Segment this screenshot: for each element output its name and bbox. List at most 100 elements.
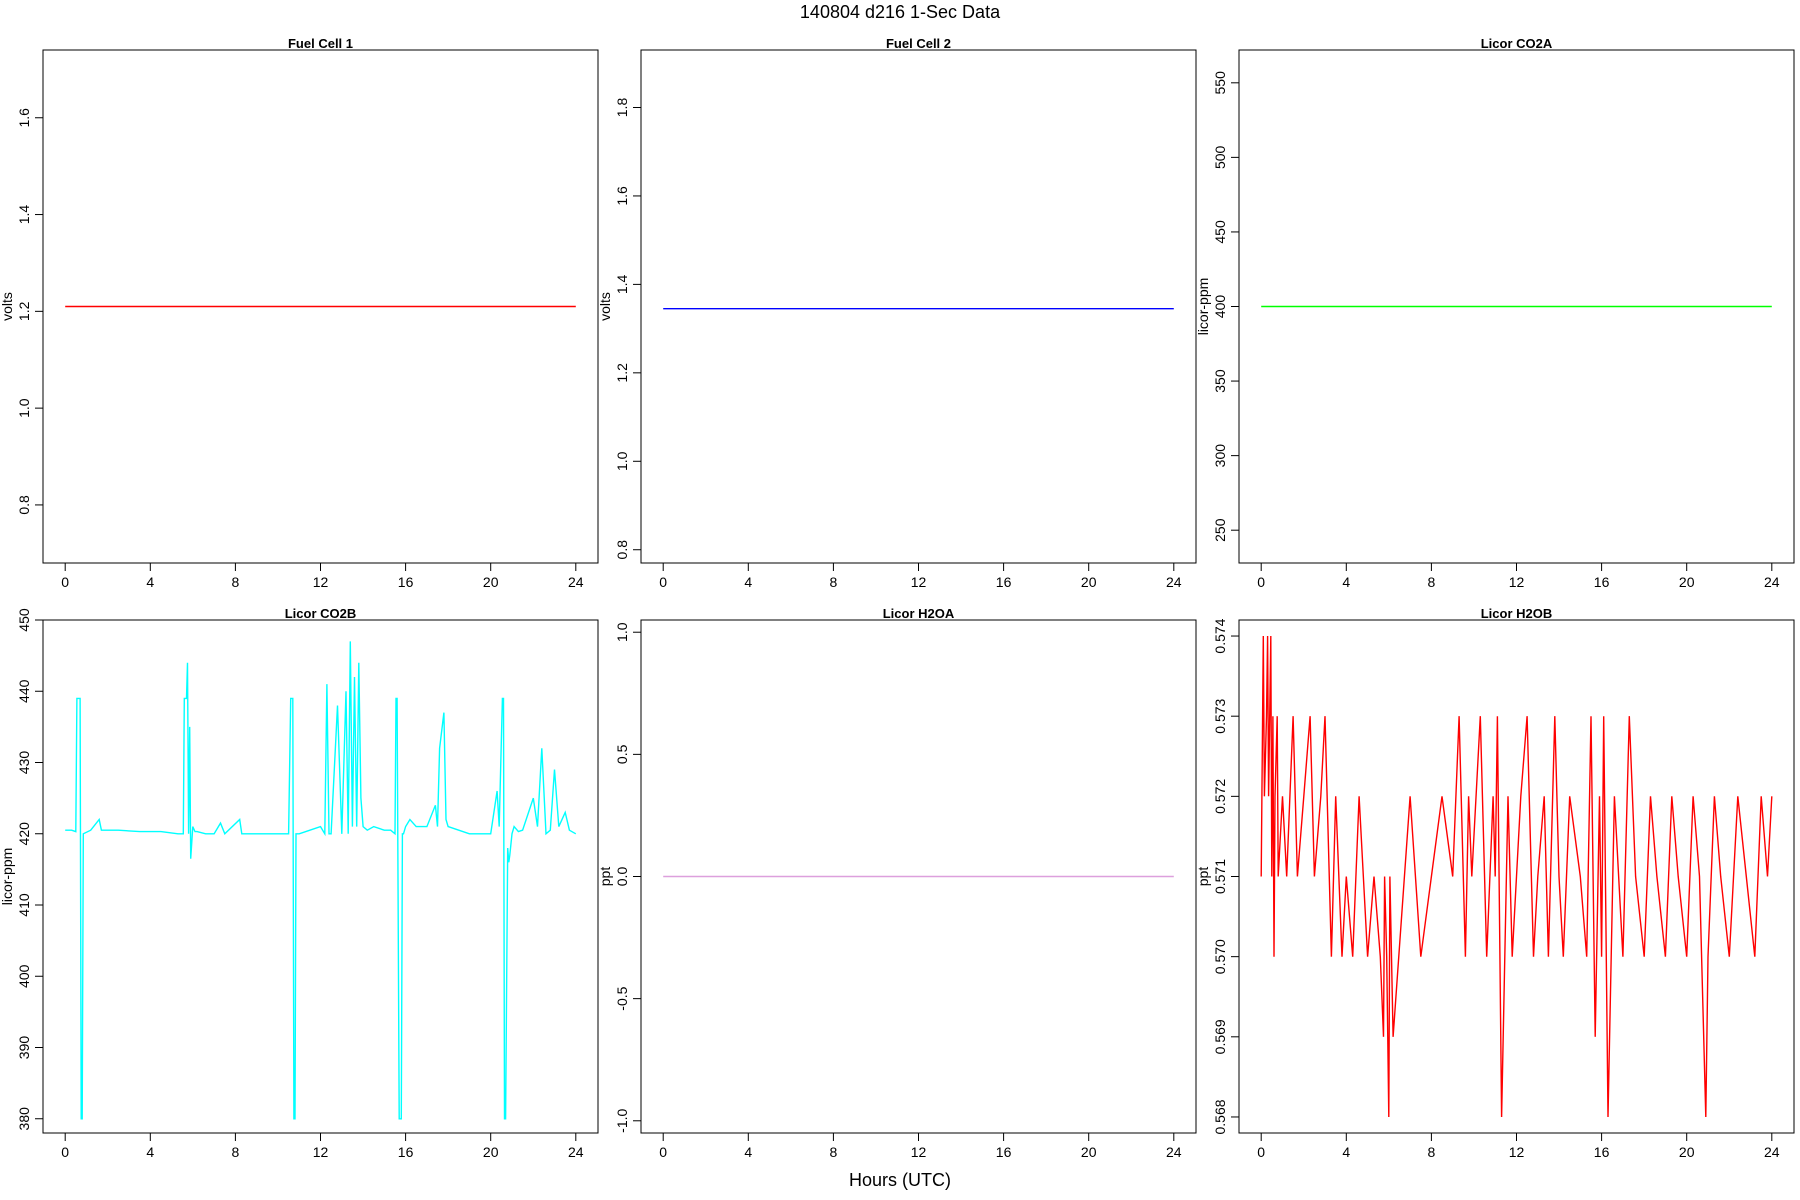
y-tick-label: 0.573 [1212, 698, 1228, 733]
y-tick-label: 0.5 [614, 744, 630, 764]
y-tick-label: 500 [1212, 145, 1228, 169]
x-tick-label: 12 [1509, 574, 1525, 590]
x-tick-label: 24 [1764, 574, 1780, 590]
x-tick-label: 4 [744, 574, 752, 590]
y-tick-label: 0.8 [16, 495, 32, 515]
x-tick-label: 16 [996, 1144, 1012, 1160]
x-tick-label: 8 [232, 574, 240, 590]
panel-title: Licor CO2B [285, 606, 357, 621]
x-tick-label: 12 [911, 1144, 927, 1160]
x-tick-label: 16 [1594, 574, 1610, 590]
y-tick-label: 1.2 [16, 301, 32, 321]
y-tick-label: 0.0 [614, 867, 630, 887]
y-tick-label: 430 [16, 751, 32, 775]
y-tick-label: 390 [16, 1036, 32, 1060]
x-tick-label: 24 [1166, 1144, 1182, 1160]
x-tick-label: 20 [1081, 1144, 1097, 1160]
y-tick-label: 450 [16, 608, 32, 632]
x-tick-label: 4 [146, 1144, 154, 1160]
x-tick-label: 8 [232, 1144, 240, 1160]
y-tick-label: 1.0 [16, 398, 32, 418]
x-tick-label: 24 [1764, 1144, 1780, 1160]
x-tick-label: 8 [1428, 574, 1436, 590]
panel-5: Licor H2OA 0 4 8 12 16 20 24 -1.0 -0.5 0.0 0.5 1.0 pp… [597, 606, 1197, 1160]
series-line [65, 641, 577, 1120]
y-tick-label: 1.6 [614, 186, 630, 206]
y-axis-label: volts [0, 292, 15, 321]
y-tick-label: 440 [16, 679, 32, 703]
panel-2: Fuel Cell 2 0 4 8 12 16 20 24 0.8 1.0 1.2 1.4 1.6 1.8… [597, 36, 1197, 590]
y-axis-label: ppt [1195, 867, 1211, 887]
x-tick-label: 20 [1081, 574, 1097, 590]
y-tick-label: 0.572 [1212, 779, 1228, 814]
panel-3: Licor CO2A 0 4 8 12 16 20 24 250 300 350 400 450 500 5… [1195, 36, 1795, 590]
panel-title: Fuel Cell 2 [886, 36, 951, 51]
x-tick-label: 12 [1509, 1144, 1525, 1160]
x-tick-label: 4 [1342, 574, 1350, 590]
y-tick-label: 1.0 [614, 451, 630, 471]
panel-6: Licor H2OB 0 4 8 12 16 20 24 0.568 0.569 0.570 0.57… [1195, 606, 1795, 1160]
x-tick-label: 24 [1166, 574, 1182, 590]
x-tick-label: 0 [61, 574, 69, 590]
y-axis-label: ppt [597, 867, 613, 887]
x-tick-label: 16 [398, 574, 414, 590]
y-tick-label: 1.4 [614, 274, 630, 294]
y-tick-label: 0.569 [1212, 1019, 1228, 1054]
page-title: 140804 d216 1-Sec Data [799, 2, 1001, 22]
x-tick-label: 12 [313, 574, 329, 590]
y-tick-label: 400 [1212, 295, 1228, 319]
panel-4: Licor CO2B 0 4 8 12 16 20 24 380 390 400 410 420 430 4… [0, 606, 599, 1160]
series-line [1260, 635, 1773, 1118]
x-tick-label: 0 [1257, 1144, 1265, 1160]
y-tick-label: 1.2 [614, 363, 630, 383]
x-tick-label: 20 [1679, 1144, 1695, 1160]
x-tick-label: 0 [659, 574, 667, 590]
y-tick-label: -0.5 [614, 986, 630, 1010]
panel-title: Fuel Cell 1 [288, 36, 353, 51]
y-axis-label: volts [597, 292, 613, 321]
plot-frame [42, 619, 599, 1134]
x-tick-label: 4 [1342, 1144, 1350, 1160]
y-tick-label: 380 [16, 1107, 32, 1131]
x-tick-label: 0 [1257, 574, 1265, 590]
y-tick-label: 350 [1212, 369, 1228, 393]
x-tick-label: 12 [911, 574, 927, 590]
x-tick-label: 20 [483, 1144, 499, 1160]
x-tick-label: 24 [568, 1144, 584, 1160]
y-tick-label: 1.4 [16, 205, 32, 225]
x-tick-label: 20 [483, 574, 499, 590]
y-tick-label: 450 [1212, 220, 1228, 244]
x-axis-label: Hours (UTC) [849, 1170, 951, 1190]
y-tick-label: 0.571 [1212, 859, 1228, 894]
x-tick-label: 8 [830, 1144, 838, 1160]
x-tick-label: 12 [313, 1144, 329, 1160]
y-tick-label: 1.0 [614, 622, 630, 642]
x-tick-label: 0 [659, 1144, 667, 1160]
panel-title: Licor H2OA [883, 606, 955, 621]
x-tick-label: 24 [568, 574, 584, 590]
x-tick-label: 16 [1594, 1144, 1610, 1160]
x-tick-label: 20 [1679, 574, 1695, 590]
x-tick-label: 0 [61, 1144, 69, 1160]
y-tick-label: 1.8 [614, 98, 630, 118]
x-tick-label: 4 [146, 574, 154, 590]
x-tick-label: 16 [996, 574, 1012, 590]
y-tick-label: 400 [16, 964, 32, 988]
plot-frame [640, 49, 1197, 564]
y-tick-label: 420 [16, 822, 32, 846]
y-tick-label: 550 [1212, 71, 1228, 95]
x-tick-label: 4 [744, 1144, 752, 1160]
y-tick-label: 250 [1212, 518, 1228, 542]
x-tick-label: 8 [1428, 1144, 1436, 1160]
y-tick-label: 300 [1212, 444, 1228, 468]
y-tick-label: 0.574 [1212, 618, 1228, 653]
y-tick-label: -1.0 [614, 1109, 630, 1133]
y-axis-label: licor-ppm [0, 848, 15, 906]
y-tick-label: 1.6 [16, 108, 32, 128]
x-tick-label: 16 [398, 1144, 414, 1160]
x-tick-label: 8 [830, 574, 838, 590]
y-tick-label: 0.8 [614, 540, 630, 560]
panel-1: Fuel Cell 1 0 4 8 12 16 20 24 0.8 1.0 1.2 1.4 1.6 vol… [0, 36, 599, 590]
y-axis-label: licor-ppm [1195, 278, 1211, 336]
